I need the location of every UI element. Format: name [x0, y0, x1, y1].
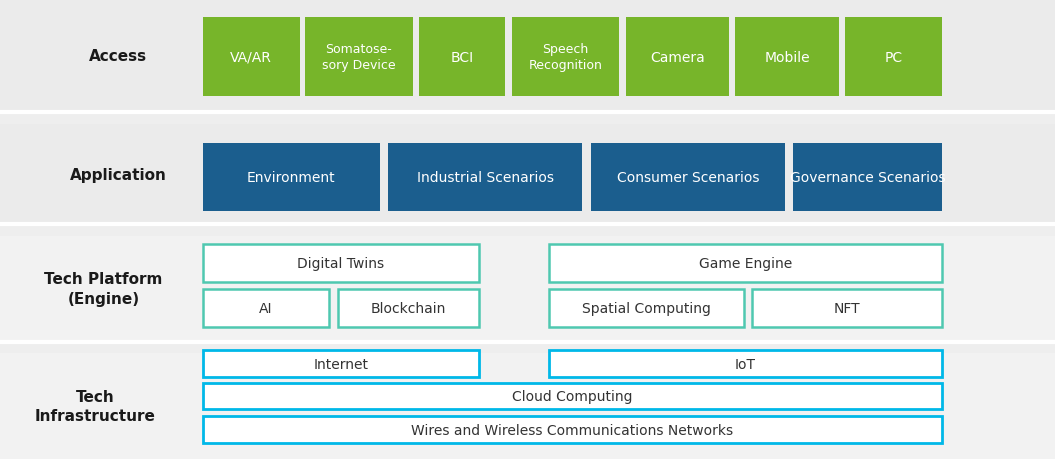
Text: Tech Platform
(Engine): Tech Platform (Engine): [44, 272, 162, 307]
FancyBboxPatch shape: [793, 143, 942, 211]
FancyBboxPatch shape: [591, 143, 785, 211]
Bar: [0, 125, 1055, 225]
FancyBboxPatch shape: [203, 18, 300, 96]
Text: Application: Application: [70, 168, 167, 182]
Text: PC: PC: [884, 50, 903, 64]
Text: Industrial Scenarios: Industrial Scenarios: [417, 170, 554, 184]
Text: AI: AI: [260, 301, 272, 315]
Text: Somatose-
sory Device: Somatose- sory Device: [322, 43, 396, 72]
FancyBboxPatch shape: [845, 18, 942, 96]
FancyBboxPatch shape: [388, 143, 582, 211]
Text: Digital Twins: Digital Twins: [298, 257, 384, 270]
Text: Blockchain: Blockchain: [370, 301, 446, 315]
FancyBboxPatch shape: [203, 416, 942, 443]
FancyBboxPatch shape: [752, 289, 942, 327]
FancyBboxPatch shape: [512, 18, 619, 96]
Text: Tech
Infrastructure: Tech Infrastructure: [35, 389, 155, 424]
Bar: [0, 236, 1055, 342]
Text: Access: Access: [89, 49, 148, 64]
Bar: [0, 353, 1055, 459]
FancyBboxPatch shape: [305, 18, 413, 96]
FancyBboxPatch shape: [549, 245, 942, 282]
Bar: [0, 0, 1055, 112]
Text: NFT: NFT: [833, 301, 861, 315]
Text: Internet: Internet: [313, 357, 368, 371]
Text: Game Engine: Game Engine: [698, 257, 792, 270]
Text: Mobile: Mobile: [764, 50, 810, 64]
Text: Camera: Camera: [650, 50, 705, 64]
Text: Consumer Scenarios: Consumer Scenarios: [616, 170, 760, 184]
Text: Environment: Environment: [247, 170, 335, 184]
FancyBboxPatch shape: [338, 289, 479, 327]
Text: BCI: BCI: [450, 50, 474, 64]
Text: Governance Scenarios: Governance Scenarios: [790, 170, 945, 184]
FancyBboxPatch shape: [203, 289, 329, 327]
FancyBboxPatch shape: [419, 18, 505, 96]
FancyBboxPatch shape: [203, 245, 479, 282]
FancyBboxPatch shape: [549, 289, 744, 327]
Text: Spatial Computing: Spatial Computing: [581, 301, 711, 315]
Text: Cloud Computing: Cloud Computing: [512, 389, 633, 403]
FancyBboxPatch shape: [203, 383, 942, 409]
FancyBboxPatch shape: [203, 351, 479, 377]
FancyBboxPatch shape: [549, 351, 942, 377]
FancyBboxPatch shape: [735, 18, 839, 96]
Text: Speech
Recognition: Speech Recognition: [529, 43, 602, 72]
Text: Wires and Wireless Communications Networks: Wires and Wireless Communications Networ…: [411, 423, 733, 437]
Text: IoT: IoT: [735, 357, 755, 371]
FancyBboxPatch shape: [626, 18, 729, 96]
FancyBboxPatch shape: [203, 143, 380, 211]
Text: VA/AR: VA/AR: [230, 50, 272, 64]
